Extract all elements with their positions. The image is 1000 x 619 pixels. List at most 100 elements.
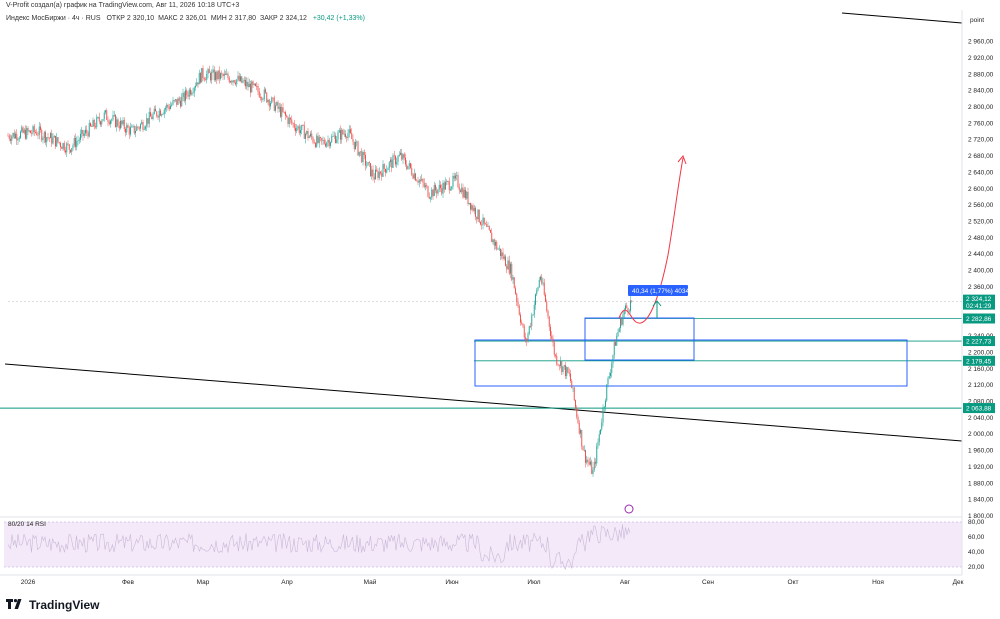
- candle-body: [45, 132, 46, 143]
- candle-body: [8, 135, 10, 139]
- candle-body: [161, 114, 163, 116]
- level-tag-bg: [963, 355, 995, 366]
- candle-body: [296, 128, 298, 132]
- candle-body: [26, 127, 28, 139]
- tradingview-logo[interactable]: TradingView: [6, 598, 99, 612]
- candle-body: [430, 197, 431, 199]
- candle-body: [570, 373, 571, 381]
- rsi-tick-label: 40,00: [968, 549, 985, 556]
- symbol-name[interactable]: Индекс МосБиржи · 4ч · RUS: [6, 15, 101, 22]
- level-tag: 2 227,73: [966, 339, 992, 346]
- candle-body: [478, 209, 480, 223]
- candle-body: [272, 97, 274, 99]
- candle-body: [616, 335, 618, 346]
- candle-body: [475, 207, 476, 217]
- candle-body: [60, 142, 61, 147]
- candle-body: [413, 173, 415, 179]
- candle-body: [501, 252, 503, 256]
- candle-body: [85, 129, 86, 134]
- measure-label-bg: [628, 285, 688, 296]
- candle-body: [190, 89, 191, 95]
- rsi-tick-label: 80,00: [968, 519, 985, 526]
- candle-body: [30, 130, 31, 134]
- candle-body: [453, 175, 455, 179]
- candle-body: [230, 81, 231, 83]
- candle-body: [568, 372, 570, 374]
- y-tick-label: 2 720,00: [968, 137, 994, 144]
- level-tag: 2 282,86: [966, 316, 992, 323]
- candle-body: [302, 124, 304, 126]
- x-tick-label: Авг: [620, 579, 631, 586]
- candle-body: [283, 111, 285, 113]
- candle-body: [322, 139, 324, 141]
- candle-body: [307, 130, 309, 139]
- y-tick-label: 1 880,00: [968, 480, 994, 487]
- candle-body: [7, 135, 9, 137]
- candle-body: [123, 120, 125, 129]
- candle-body: [247, 81, 249, 88]
- candle-body: [401, 152, 403, 160]
- candle-body: [305, 133, 306, 139]
- candle-body: [547, 310, 549, 317]
- candle-body: [217, 70, 219, 80]
- candle-body: [268, 99, 270, 107]
- candle-body: [171, 104, 173, 106]
- forecast-arrowhead: [677, 155, 687, 165]
- candle-body: [200, 72, 201, 83]
- candle-body: [506, 266, 508, 270]
- candle-body: [145, 126, 146, 129]
- candle-body: [466, 191, 468, 199]
- candle-body: [257, 86, 259, 92]
- candle-body: [117, 119, 119, 127]
- candle-body: [566, 367, 568, 376]
- candle-body: [432, 189, 434, 197]
- candle-body: [480, 222, 481, 225]
- rsi-line: [7, 524, 631, 570]
- candle-body: [202, 68, 204, 78]
- candle-body: [81, 129, 83, 134]
- candle-body: [185, 90, 186, 101]
- candle-body: [18, 138, 20, 140]
- rsi-label: 80/20 14 RSI: [8, 521, 46, 528]
- candle-body: [361, 151, 363, 163]
- candle-body: [318, 137, 320, 143]
- candle-body: [372, 169, 374, 178]
- candle-body: [258, 91, 260, 98]
- x-tick-label: 2026: [21, 579, 36, 586]
- y-tick-label: 2 560,00: [968, 202, 994, 209]
- candle-body: [86, 129, 88, 133]
- candle-body: [293, 123, 295, 128]
- candle-body: [368, 162, 370, 164]
- candle-body: [485, 223, 486, 225]
- candle-body: [437, 189, 439, 194]
- candle-body: [156, 111, 158, 117]
- symbol-legend: Индекс МосБиржи · 4ч · RUS ОТКР 2 320,10…: [6, 15, 365, 22]
- candle-body: [358, 151, 360, 156]
- change-value: +30,42 (+1,33%): [312, 15, 365, 22]
- candle-body: [488, 226, 490, 230]
- candle-body: [431, 189, 433, 198]
- candle-body: [462, 187, 464, 198]
- candle-body: [477, 209, 479, 220]
- candle-body: [560, 361, 561, 366]
- candle-body: [147, 118, 149, 124]
- candle-body: [196, 82, 198, 87]
- candle-body: [251, 81, 253, 93]
- candle-body: [16, 133, 18, 141]
- candle-body: [575, 400, 576, 408]
- candle-body: [618, 328, 620, 333]
- candle-body: [451, 186, 453, 190]
- candle-body: [602, 408, 604, 423]
- candle-body: [422, 178, 424, 183]
- candle-body: [362, 151, 364, 163]
- candle-body: [576, 407, 578, 417]
- candle-body: [421, 178, 423, 181]
- candle-body: [141, 122, 143, 125]
- candle-body: [366, 165, 368, 167]
- candle-body: [377, 171, 379, 178]
- candle-body: [303, 125, 305, 139]
- candle-body: [407, 166, 409, 170]
- y-tick-label: 2 000,00: [968, 431, 994, 438]
